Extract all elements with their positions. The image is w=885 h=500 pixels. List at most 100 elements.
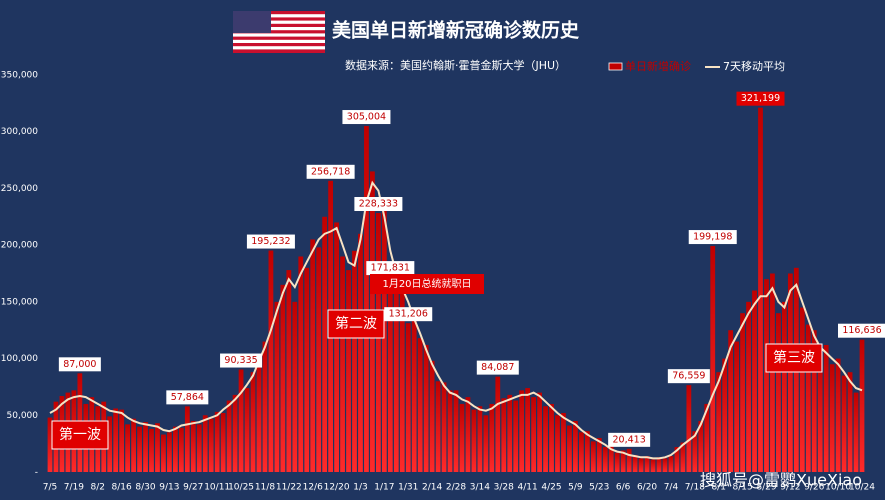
bar (137, 426, 142, 472)
x-tick-label: 8/2 (91, 483, 105, 493)
bar (375, 213, 381, 473)
data-label: 20,413 (613, 434, 646, 445)
bar (704, 403, 710, 472)
bar (573, 420, 578, 472)
chart-title: 美国单日新增新冠确诊数历史 (332, 19, 580, 42)
bar (429, 360, 435, 472)
x-tick-label: 11/22 (276, 483, 302, 493)
bar (513, 400, 519, 472)
bar (358, 233, 363, 472)
y-tick-label: 150,000 (1, 297, 38, 307)
bar (549, 403, 554, 472)
annotation: 第一波 (59, 426, 101, 443)
x-tick-label: 9/26 (804, 483, 824, 493)
bar (632, 454, 638, 472)
bar (399, 290, 405, 472)
bar (567, 425, 572, 472)
bar (190, 420, 196, 472)
bar (817, 352, 823, 472)
bar (364, 126, 369, 472)
bar (256, 356, 262, 472)
bar (835, 358, 841, 472)
bar (602, 447, 608, 472)
bar (555, 415, 560, 472)
data-label: 76,559 (672, 371, 705, 382)
bar (859, 339, 865, 472)
bar (232, 394, 238, 472)
bar (238, 369, 244, 472)
bar (489, 403, 495, 472)
bar (280, 284, 286, 472)
bar (608, 444, 614, 472)
bar (131, 418, 136, 472)
data-label-box (366, 261, 415, 276)
data-label-box (306, 164, 355, 179)
bar (680, 442, 686, 472)
data-label-box (246, 234, 295, 249)
x-tick-label: 8/29 (756, 483, 776, 493)
data-label: 84,087 (481, 362, 514, 373)
bar (143, 422, 148, 472)
bar (716, 372, 722, 472)
bar (537, 392, 542, 472)
bar (202, 415, 208, 472)
bar (853, 392, 859, 472)
bar (507, 394, 513, 472)
y-tick-label: 350,000 (1, 71, 38, 81)
bar (614, 452, 620, 472)
bar (656, 457, 662, 472)
bar (799, 307, 805, 472)
data-label-box (220, 353, 263, 368)
y-tick-label: 100,000 (1, 354, 38, 364)
bar (477, 406, 483, 472)
bar (770, 273, 775, 472)
x-tick-label: 9/27 (183, 483, 203, 493)
bar (435, 381, 441, 472)
bar (483, 415, 489, 472)
x-tick-label: 10/11 (204, 483, 230, 493)
bar (196, 424, 202, 472)
bar (322, 216, 328, 472)
bar (811, 330, 817, 472)
bar (495, 376, 501, 472)
y-tick-label: 300,000 (1, 127, 38, 137)
bar (441, 382, 447, 472)
data-label-box (58, 357, 101, 372)
data-label: 305,004 (347, 112, 386, 123)
annotation: 第三波 (773, 349, 815, 366)
annotation: 1月20日总统就职日 (382, 277, 471, 290)
x-tick-label: 2/28 (446, 483, 466, 493)
bar (417, 338, 423, 472)
annotation-box (370, 274, 484, 294)
x-tick-label: 3/14 (470, 483, 490, 493)
bar (161, 434, 166, 472)
bar (244, 388, 250, 472)
bar (340, 256, 345, 472)
us-flag (233, 11, 325, 53)
bar (776, 313, 781, 472)
y-tick-label: 250,000 (1, 184, 38, 194)
chart-subtitle: 数据来源：美国约翰斯·霍普金斯大学（JHU） (345, 58, 566, 72)
x-tick-label: 1/17 (374, 483, 394, 493)
bar (590, 441, 596, 472)
bar (644, 456, 650, 472)
bar (638, 458, 644, 472)
bar (125, 424, 131, 472)
x-tick-label: 1/31 (398, 483, 418, 493)
bar (578, 432, 584, 472)
bar (274, 301, 280, 472)
bar (531, 397, 537, 472)
bar (119, 409, 125, 472)
bar (698, 420, 704, 472)
x-tick-label: 1/3 (353, 483, 367, 493)
bar (346, 270, 351, 472)
bar (674, 447, 680, 472)
bar (752, 290, 757, 472)
data-label-box (384, 307, 433, 322)
bar (847, 372, 853, 472)
x-tick-label: 4/25 (541, 483, 561, 493)
overlays: 87,000 57,864 90,335 195,232 256,718 305,004 2… (51, 91, 885, 490)
bar (829, 364, 835, 472)
